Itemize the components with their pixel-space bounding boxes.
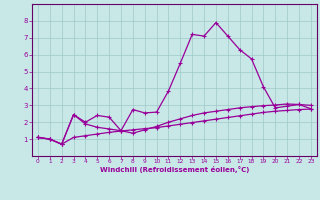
X-axis label: Windchill (Refroidissement éolien,°C): Windchill (Refroidissement éolien,°C) [100,166,249,173]
